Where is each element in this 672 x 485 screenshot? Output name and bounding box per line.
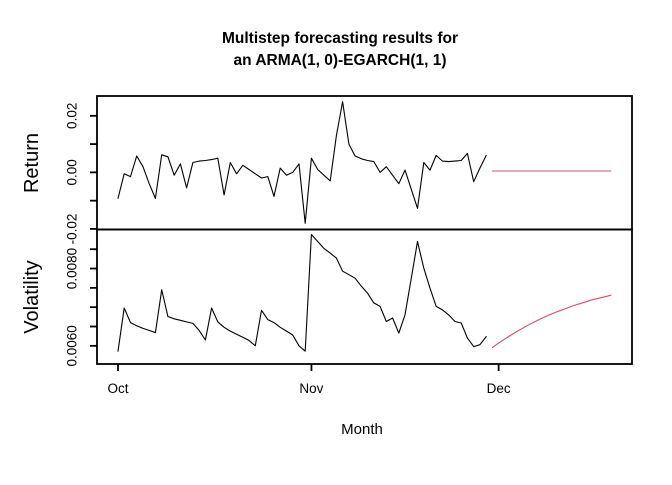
- y-tick-label: 0.02: [65, 103, 80, 129]
- x-axis: Oct Nov Dec: [107, 364, 511, 396]
- y-tick-label: 0.0060: [65, 325, 80, 366]
- forecast-volatility-line: [491, 294, 612, 348]
- chart-title-line2: an ARMA(1, 0)-EGARCH(1, 1): [234, 52, 447, 69]
- observed-return-line: [117, 101, 487, 224]
- panel-box: [96, 228, 633, 365]
- y-tick-label: 0.00: [65, 159, 80, 185]
- y-axis-label-volatility: Volatility: [21, 260, 43, 333]
- panel-box: [96, 95, 633, 231]
- y-axis-label-return: Return: [21, 133, 43, 193]
- volatility-panel: 0.0080 0.0060: [65, 228, 633, 366]
- observed-volatility-line: [117, 233, 487, 352]
- y-tick-label: -0.02: [65, 214, 80, 245]
- return-panel: 0.02 0.00 -0.02: [65, 95, 633, 245]
- x-axis-label: Month: [341, 421, 383, 438]
- chart-title-line1: Multistep forecasting results for: [222, 30, 458, 47]
- y-tick-label: 0.0080: [65, 248, 80, 289]
- x-tick-label: Dec: [487, 381, 511, 396]
- x-tick-label: Nov: [299, 381, 323, 396]
- x-tick-label: Oct: [107, 381, 128, 396]
